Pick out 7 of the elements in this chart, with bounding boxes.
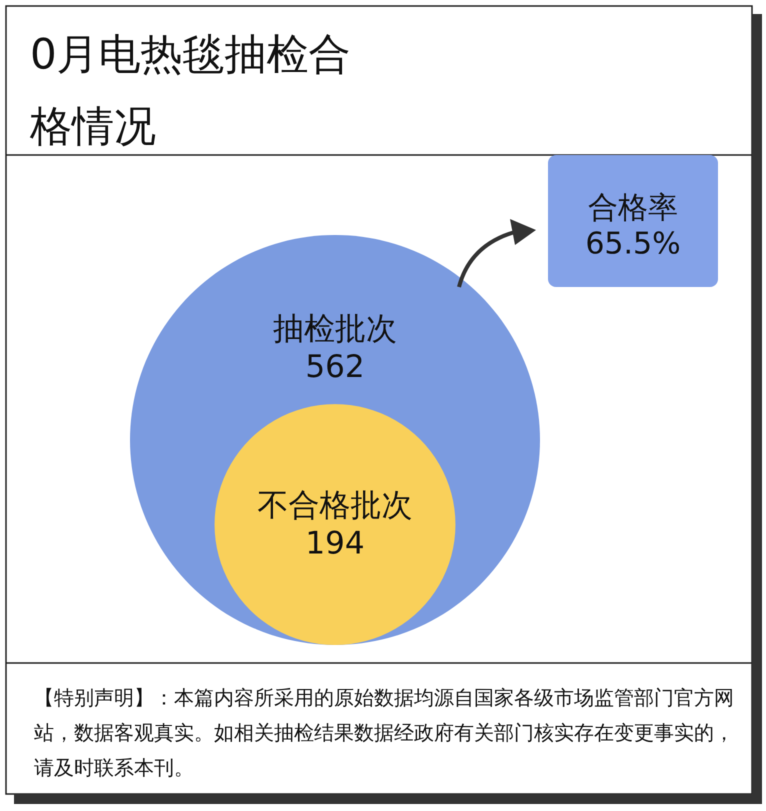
text: 【特别声明】：本篇内容所采用的原始数据均源自国家各级市场监管部门官方网站，数据客观真实。如相关抽检结果数据经政府有关部门核实存在变更事实的，请及时联系本刊。 [34,686,734,780]
category-label: 不合格批次 [258,488,412,524]
text: 合格率 65.5% [585,190,681,262]
data-label: 562 [305,348,365,385]
text: 0月电热毯抽检合格情况 [29,30,351,150]
data-label: 194 [305,526,365,562]
category-label: 抽检批次 [273,310,397,347]
